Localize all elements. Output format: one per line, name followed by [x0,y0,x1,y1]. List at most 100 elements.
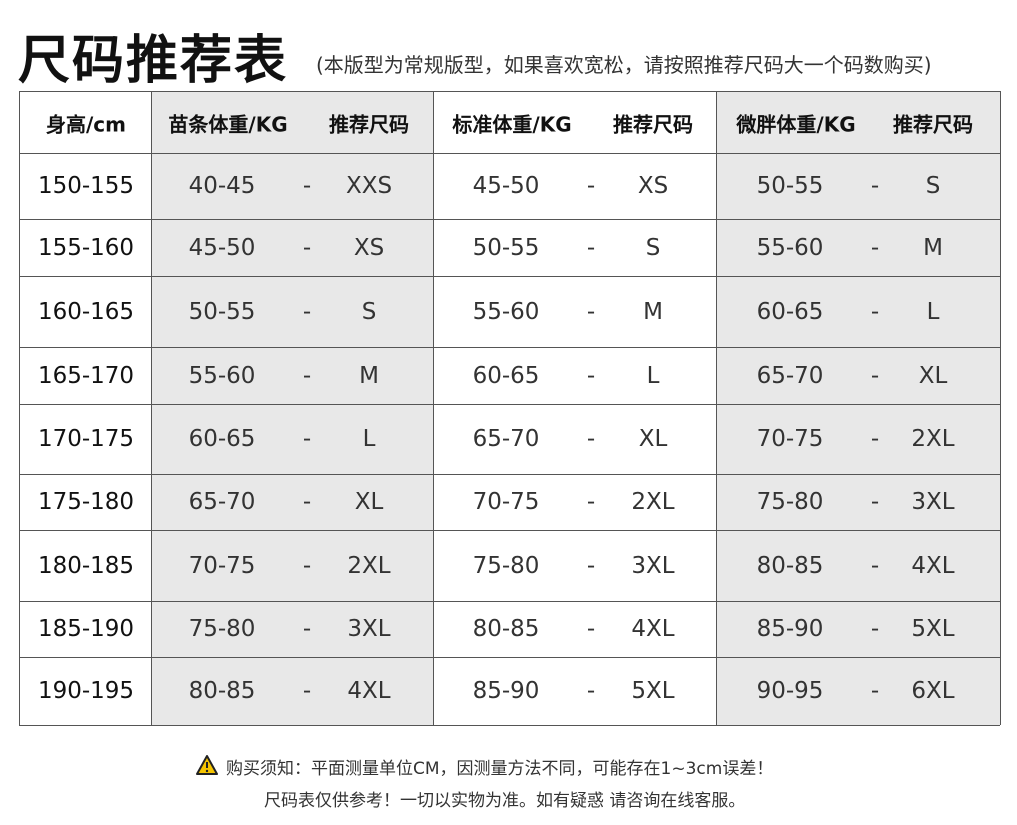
cell: S [925,173,941,199]
cell: M [359,362,379,389]
cell: 2XL [347,552,391,579]
header-cell: 推荐尺码 [613,112,693,137]
cell: 4XL [347,678,391,704]
cell: - [302,678,312,704]
cell: 90-95 [756,678,824,704]
cell: 75-80 [756,489,824,515]
col-line [19,91,20,725]
cell: 5XL [911,616,955,642]
cell: 175-180 [37,489,135,515]
cell: - [870,362,880,389]
cell: - [302,173,312,199]
header-cell: 标准体重/KG [452,112,572,137]
cell: - [302,234,312,261]
cell: 55-60 [188,362,256,389]
cell: M [643,298,663,325]
cell: - [302,616,312,642]
warning-icon [196,755,218,775]
col-line [716,91,717,725]
header-cell: 身高/cm [46,112,126,137]
cell: 45-50 [188,234,256,261]
cell: 2XL [911,426,955,452]
cell: - [586,489,596,515]
cell: XS [637,173,669,199]
cell: L [926,298,940,325]
row-line [19,404,1000,405]
row-line [19,530,1000,531]
col-line [433,91,434,725]
cell: 50-55 [188,298,256,325]
cell: 3XL [911,489,955,515]
cell: - [586,426,596,452]
shade [716,91,1000,725]
row-line [19,219,1000,220]
cell: XXS [345,173,393,199]
cell: - [870,489,880,515]
cell: - [870,234,880,261]
cell: XL [354,489,384,515]
row-line [19,347,1000,348]
cell: 5XL [631,678,675,704]
cell: 65-70 [756,362,824,389]
cell: - [302,552,312,579]
cell: - [302,362,312,389]
row-line [19,657,1000,658]
cell: 155-160 [37,234,135,261]
cell: - [586,362,596,389]
cell: 170-175 [37,426,135,452]
cell: - [586,173,596,199]
row-line [19,474,1000,475]
cell: 160-165 [37,298,135,325]
cell: 70-75 [756,426,824,452]
cell: 180-185 [37,552,135,579]
cell: 4XL [911,552,955,579]
cell: 80-85 [756,552,824,579]
col-line [1000,91,1001,725]
cell: - [302,489,312,515]
cell: 65-70 [472,426,540,452]
cell: 50-55 [756,173,824,199]
cell: 40-45 [188,173,256,199]
cell: - [870,616,880,642]
cell: - [586,298,596,325]
cell: 150-155 [37,173,135,199]
cell: 185-190 [37,616,135,642]
cell: 165-170 [37,362,135,389]
title: 尺码推荐表 [18,31,289,91]
cell: 45-50 [472,173,540,199]
cell: XL [918,362,948,389]
cell: 65-70 [188,489,256,515]
cell: XS [353,234,385,261]
cell: 3XL [347,616,391,642]
cell: - [870,298,880,325]
cell: M [923,234,943,261]
cell: L [646,362,660,389]
cell: S [361,298,377,325]
cell: - [870,552,880,579]
cell: - [586,616,596,642]
cell: 3XL [631,552,675,579]
shade [151,91,433,725]
cell: 190-195 [37,678,135,704]
cell: - [870,426,880,452]
cell: - [586,234,596,261]
subtitle: (本版型为常规版型，如果喜欢宽松，请按照推荐尺码大一个码数购买) [316,53,932,77]
cell: - [870,678,880,704]
cell: - [586,678,596,704]
cell: 2XL [631,489,675,515]
row-line [19,153,1000,154]
cell: 80-85 [472,616,540,642]
cell: 55-60 [472,298,540,325]
row-line [19,601,1000,602]
cell: 80-85 [188,678,256,704]
cell: 75-80 [188,616,256,642]
cell: - [586,552,596,579]
row-line [19,91,1000,92]
row-line [19,276,1000,277]
cell: - [870,173,880,199]
cell: 6XL [911,678,955,704]
header-cell: 推荐尺码 [329,112,409,137]
cell: XL [638,426,668,452]
cell: 70-75 [188,552,256,579]
